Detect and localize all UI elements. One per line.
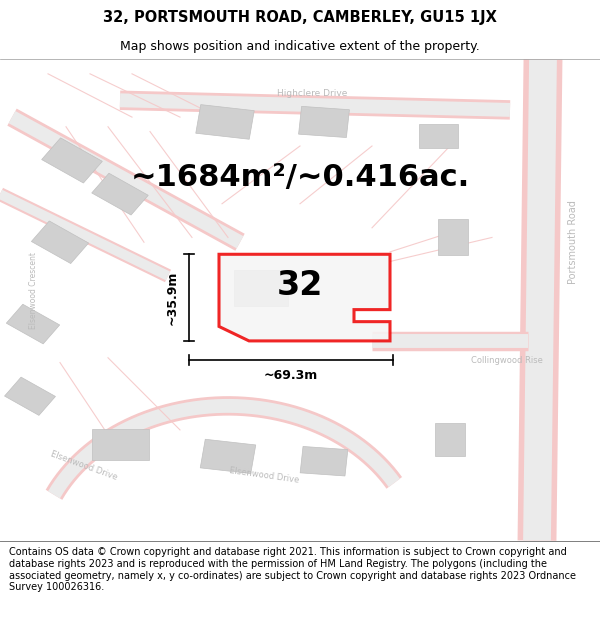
Text: ~1684m²/~0.416ac.: ~1684m²/~0.416ac. [130, 162, 470, 192]
Polygon shape [31, 221, 89, 264]
Polygon shape [435, 422, 465, 456]
Text: ~69.3m: ~69.3m [264, 369, 318, 382]
Text: ~35.9m: ~35.9m [166, 271, 179, 325]
Text: Map shows position and indicative extent of the property.: Map shows position and indicative extent… [120, 40, 480, 52]
Text: Portsmouth Road: Portsmouth Road [568, 200, 578, 284]
Text: Elsenwood Drive: Elsenwood Drive [229, 466, 299, 485]
Text: Highclere Drive: Highclere Drive [277, 89, 347, 98]
Text: Elsenwood Drive: Elsenwood Drive [49, 450, 119, 482]
Polygon shape [200, 439, 256, 474]
Text: 32, PORTSMOUTH ROAD, CAMBERLEY, GU15 1JX: 32, PORTSMOUTH ROAD, CAMBERLEY, GU15 1JX [103, 10, 497, 25]
Polygon shape [219, 254, 390, 341]
Polygon shape [299, 106, 349, 138]
Text: Contains OS data © Crown copyright and database right 2021. This information is : Contains OS data © Crown copyright and d… [9, 548, 576, 592]
Polygon shape [92, 429, 149, 460]
Polygon shape [7, 304, 59, 344]
Polygon shape [419, 124, 458, 148]
Polygon shape [5, 377, 55, 416]
Polygon shape [92, 173, 148, 215]
Polygon shape [300, 446, 348, 476]
Polygon shape [196, 104, 254, 139]
Polygon shape [438, 219, 468, 256]
Text: 32: 32 [277, 269, 323, 302]
Polygon shape [41, 138, 103, 183]
Text: Collingwood Rise: Collingwood Rise [471, 356, 543, 364]
Polygon shape [234, 270, 288, 306]
Text: Elsenwood Crescent: Elsenwood Crescent [29, 252, 37, 329]
